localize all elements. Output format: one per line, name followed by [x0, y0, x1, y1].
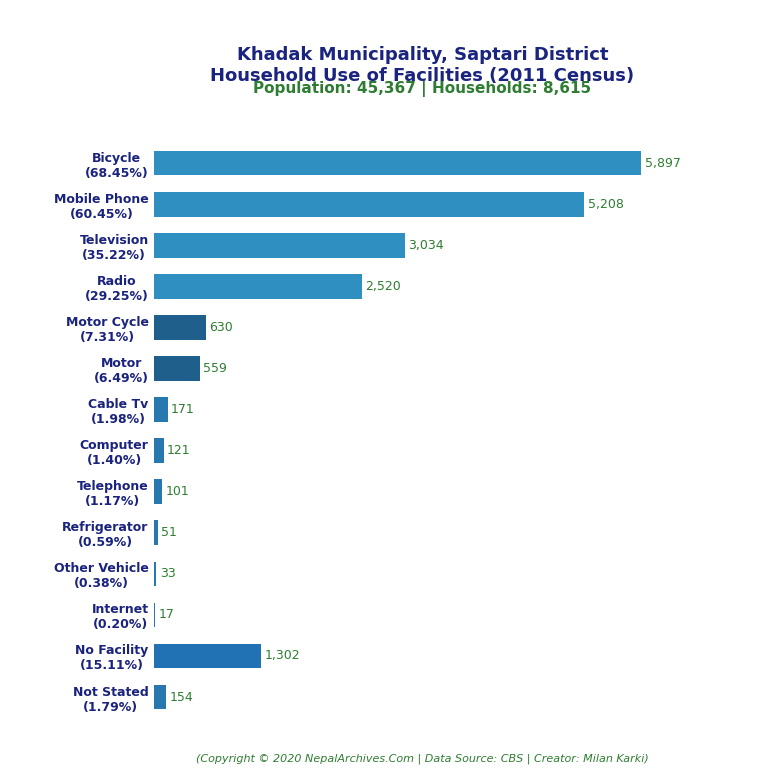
Text: 51: 51	[161, 526, 177, 539]
Bar	[154, 192, 584, 217]
Bar	[154, 274, 362, 299]
Text: 559: 559	[204, 362, 227, 375]
Bar	[154, 397, 167, 422]
Text: 171: 171	[171, 403, 195, 416]
Text: 101: 101	[165, 485, 189, 498]
Text: 5,897: 5,897	[644, 157, 680, 170]
Bar	[154, 151, 641, 175]
Text: Population: 45,367 | Households: 8,615: Population: 45,367 | Households: 8,615	[253, 81, 591, 97]
Bar	[154, 233, 405, 257]
Text: 17: 17	[158, 608, 174, 621]
Bar	[154, 439, 164, 463]
Bar	[154, 644, 261, 668]
Text: 33: 33	[160, 568, 175, 581]
Text: (Copyright © 2020 NepalArchives.Com | Data Source: CBS | Creator: Milan Karki): (Copyright © 2020 NepalArchives.Com | Da…	[196, 753, 649, 764]
Bar	[154, 356, 200, 381]
Text: 2,520: 2,520	[366, 280, 401, 293]
Text: 154: 154	[170, 690, 194, 703]
Text: 630: 630	[209, 321, 233, 334]
Text: 1,302: 1,302	[265, 650, 300, 663]
Bar	[154, 685, 167, 710]
Text: 5,208: 5,208	[588, 197, 624, 210]
Text: 121: 121	[167, 444, 190, 457]
Title: Khadak Municipality, Saptari District
Household Use of Facilities (2011 Census): Khadak Municipality, Saptari District Ho…	[210, 46, 634, 85]
Text: 3,034: 3,034	[408, 239, 443, 252]
Bar	[154, 479, 162, 504]
Bar	[154, 521, 157, 545]
Bar	[154, 561, 157, 586]
Bar	[154, 603, 155, 627]
Bar	[154, 315, 206, 339]
